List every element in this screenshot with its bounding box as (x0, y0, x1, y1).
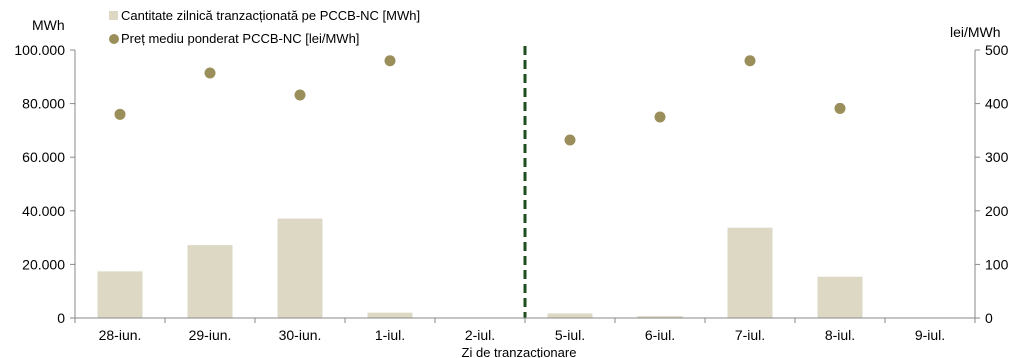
y-right-tick-label: 200 (985, 203, 1009, 219)
bar (97, 271, 143, 318)
x-tick-label: 8-iul. (825, 327, 855, 343)
legend-label-dots: Preț mediu ponderat PCCB-NC [lei/MWh] (121, 31, 359, 46)
bar (277, 218, 323, 318)
x-tick-label: 29-iun. (189, 327, 232, 343)
bar (187, 245, 233, 318)
x-tick-label: 28-iun. (99, 327, 142, 343)
price-point (834, 102, 846, 114)
price-point (384, 55, 396, 67)
y-left-axis: 0 20.000 40.000 60.000 80.000 100.000 (14, 42, 75, 326)
x-axis: 28-iun. 29-iun. 30-iun. 1-iul. 2-iul. 5-iul. 6… (74, 318, 976, 343)
y-right-tick-label: 0 (985, 310, 993, 326)
y-right-tick-label: 400 (985, 96, 1009, 112)
y-left-tick-label: 100.000 (14, 42, 65, 58)
price-point (294, 89, 306, 101)
x-tick-label: 30-iun. (279, 327, 322, 343)
y-left-tick-label: 60.000 (22, 149, 65, 165)
x-tick-label: 9-iul. (915, 327, 945, 343)
x-tick-label: 5-iul. (555, 327, 585, 343)
x-tick-label: 6-iul. (645, 327, 675, 343)
y-left-tick-label: 0 (57, 310, 65, 326)
y-right-axis: 0 100 200 300 400 500 (975, 42, 1009, 326)
legend-label-bars: Cantitate zilnică tranzacționată pe PCCB… (121, 8, 420, 23)
y-right-unit: lei/MWh (950, 24, 1001, 40)
legend: Cantitate zilnică tranzacționată pe PCCB… (109, 8, 420, 46)
y-left-tick-label: 80.000 (22, 96, 65, 112)
x-tick-label: 7-iul. (735, 327, 765, 343)
y-right-tick-label: 300 (985, 149, 1009, 165)
x-tick-label: 2-iul. (465, 327, 495, 343)
dot-series (114, 55, 846, 146)
price-point (654, 111, 666, 123)
bar (547, 313, 593, 318)
y-right-tick-label: 500 (985, 42, 1009, 58)
bar (637, 316, 683, 318)
y-right-tick-label: 100 (985, 256, 1009, 272)
legend-swatch-dots (109, 34, 119, 44)
bar (727, 227, 773, 318)
x-axis-title: Zi de tranzacționare (462, 345, 577, 358)
legend-swatch-bars (109, 11, 118, 20)
y-left-tick-label: 40.000 (22, 203, 65, 219)
price-point (744, 55, 756, 67)
bar-series (97, 218, 863, 318)
price-point (564, 134, 576, 146)
y-left-tick-label: 20.000 (22, 256, 65, 272)
bar (367, 312, 413, 318)
bar (817, 276, 863, 318)
x-tick-label: 1-iul. (375, 327, 405, 343)
y-left-unit: MWh (32, 17, 65, 33)
price-point (114, 108, 126, 120)
price-point (204, 67, 216, 79)
